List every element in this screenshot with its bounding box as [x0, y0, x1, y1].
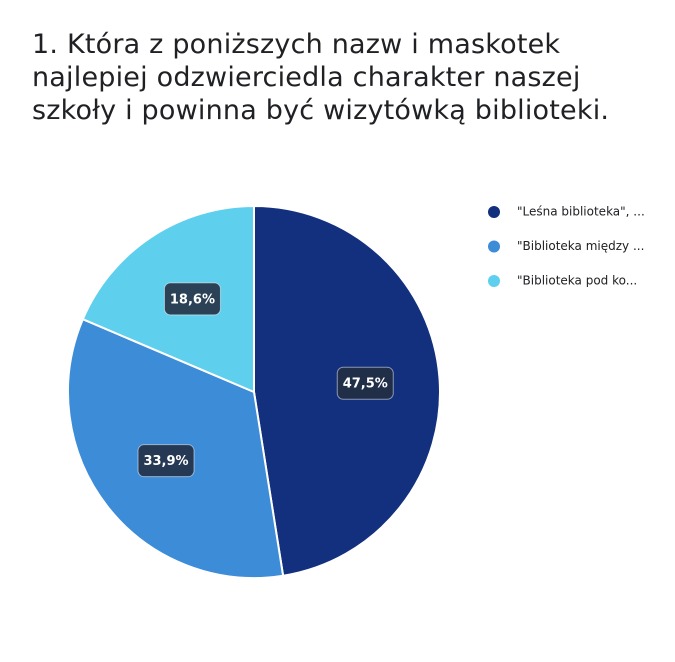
data-label: 33,9% [143, 454, 188, 469]
data-label-box [137, 444, 195, 478]
legend-marker [488, 240, 500, 253]
legend-marker [488, 206, 500, 218]
legend-marker [488, 275, 500, 287]
legend-label: "Biblioteka pod ko... [517, 274, 637, 288]
data-label-box [336, 366, 394, 400]
legend-label: "Leśna biblioteka", ... [517, 205, 645, 219]
data-label: 18,6% [170, 292, 215, 307]
legend-label: "Biblioteka między ... [517, 239, 644, 253]
data-label: 47,5% [343, 377, 388, 392]
data-label-box [163, 282, 221, 316]
chart-title: 1. Która z poniższych nazw i maskotek na… [32, 29, 610, 126]
